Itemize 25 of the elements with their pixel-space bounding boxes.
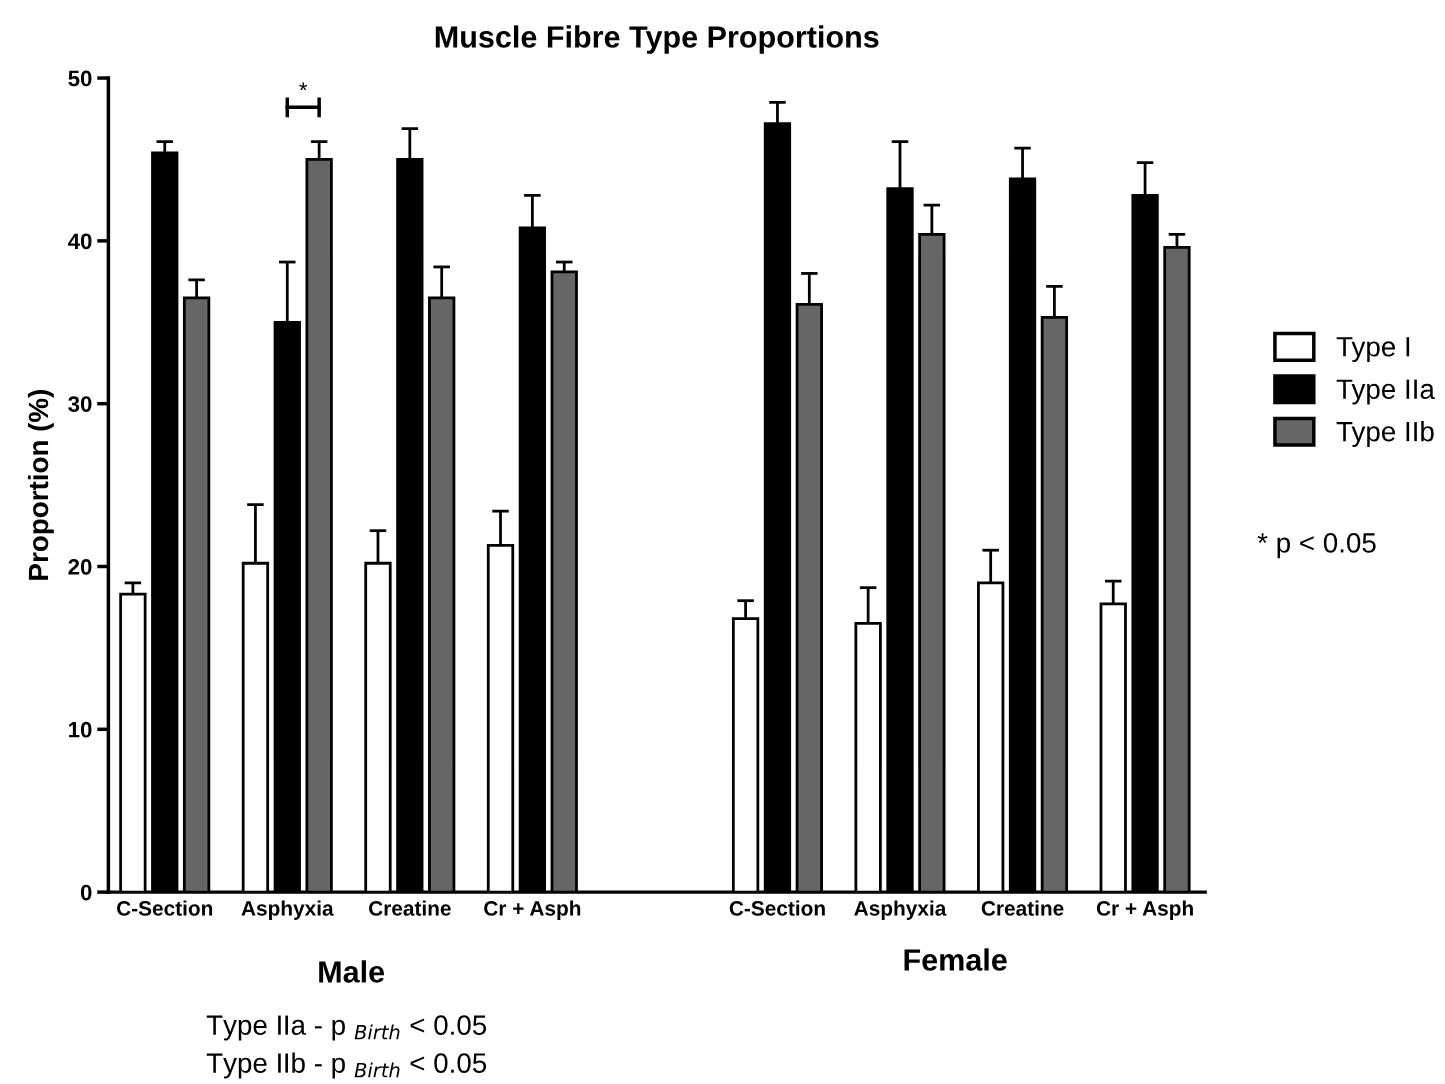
y-axis-title: Proportion (%) (27, 390, 54, 580)
legend-label: Type IIa (1336, 379, 1435, 405)
x-tick-label: Cr + Asph (484, 900, 581, 920)
x-tick-label: Asphyxia (241, 900, 334, 920)
x-tick-label: C-Section (729, 900, 825, 916)
y-tick-label: 40 (68, 233, 92, 250)
y-tick-label: 0 (80, 884, 92, 901)
x-tick-label: Cr + Asph (1096, 900, 1193, 920)
x-tick-label: Creatine (981, 900, 1064, 916)
text: Type IIb - p $_{Birth}$ < 0.05 (206, 1052, 487, 1079)
x-tick-label: Creatine (369, 900, 451, 916)
annotation: * (299, 82, 308, 91)
text: Female (904, 948, 1007, 971)
chart-title: Muscle Fibre Type Proportions (435, 25, 879, 54)
text: Male (319, 960, 385, 983)
text: Type IIa - p $_{Birth}$ < 0.05 (206, 1015, 487, 1041)
y-tick-label: 10 (69, 721, 92, 738)
text: * p < 0.05 (1257, 533, 1376, 559)
legend-label: Type IIb (1336, 421, 1434, 447)
y-tick-label: 20 (68, 559, 92, 575)
x-tick-label: C-Section (116, 900, 213, 916)
x-tick-label: Asphyxia (854, 900, 947, 920)
y-tick-label: 50 (68, 70, 92, 87)
y-tick-label: 30 (68, 396, 92, 412)
legend-label: Type I (1336, 337, 1410, 363)
